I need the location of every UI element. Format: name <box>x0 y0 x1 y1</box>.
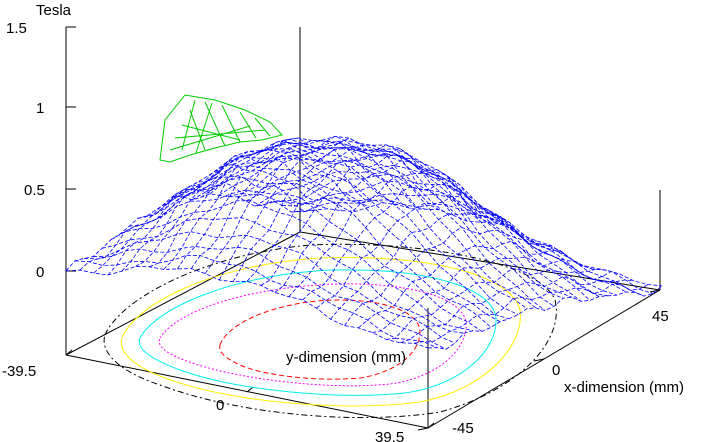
mesh-line <box>79 182 314 271</box>
mesh-line <box>107 164 343 276</box>
x-tick-label: 45 <box>652 308 669 325</box>
mesh-line <box>101 217 465 334</box>
mesh-line <box>427 285 663 350</box>
mesh-line <box>260 154 496 286</box>
mesh-line <box>358 240 593 329</box>
mesh-line <box>245 153 609 297</box>
contour-red <box>219 299 421 380</box>
contour-yellow <box>120 257 521 407</box>
back-left-base <box>65 231 301 356</box>
mesh-line <box>65 265 429 349</box>
mesh-line <box>236 147 600 297</box>
mesh-line <box>218 139 582 302</box>
x-axis-label: x-dimension (mm) <box>564 379 684 396</box>
x-tick-label: -45 <box>452 420 474 437</box>
mesh-line <box>137 165 501 322</box>
mesh-line <box>200 137 564 299</box>
contour-black <box>103 243 557 419</box>
mesh-line <box>83 245 447 350</box>
mesh-line <box>232 144 468 282</box>
y-tick-label: 39.5 <box>375 429 404 442</box>
mesh-front <box>65 135 663 350</box>
mesh-line <box>209 135 573 298</box>
plot-box <box>65 27 661 429</box>
y-tick <box>427 422 435 429</box>
mesh-line <box>263 173 627 293</box>
x-tick-label: 0 <box>552 362 560 379</box>
mesh-line <box>191 138 555 307</box>
mesh-line <box>372 256 607 333</box>
mesh-line <box>272 180 636 293</box>
mesh-line <box>316 195 551 309</box>
z-tick-label: 1.5 <box>6 20 27 37</box>
z-tick-label: 0.5 <box>24 182 45 199</box>
z-tick-label: 1 <box>36 100 44 117</box>
mesh-line <box>204 137 440 274</box>
mesh-back <box>159 94 283 163</box>
contour-magenta <box>158 283 467 387</box>
mesh-line <box>163 137 398 270</box>
mesh-line <box>400 276 635 344</box>
contours <box>103 243 557 419</box>
y-tick <box>246 386 254 393</box>
z-axis-label: Tesla <box>36 2 72 19</box>
y-tick <box>65 349 73 356</box>
mesh-line <box>74 254 438 348</box>
x-tick <box>533 358 545 362</box>
mesh-line <box>218 144 454 281</box>
mesh-line <box>246 148 482 282</box>
mesh-line <box>173 141 537 309</box>
mesh-line <box>414 283 649 344</box>
mesh-line <box>182 142 546 311</box>
mesh-line <box>121 156 356 272</box>
mesh-line <box>128 176 492 328</box>
mesh-line <box>254 164 618 296</box>
mesh-line <box>110 200 474 332</box>
mesh-line <box>299 202 663 287</box>
y-axis-label: y-dimension (mm) <box>286 349 406 366</box>
y-tick-label: 0 <box>216 397 224 414</box>
mesh-line <box>302 184 537 301</box>
mesh-line <box>93 175 328 274</box>
mesh-back-grid <box>169 99 271 154</box>
mesh-line <box>177 139 412 270</box>
mesh-line <box>290 199 654 294</box>
x-tick <box>417 427 429 431</box>
mesh-back-outline <box>159 94 283 163</box>
mesh-line <box>281 193 645 297</box>
mesh-line <box>227 142 591 301</box>
y-tick-label: -39.5 <box>2 363 36 380</box>
mesh-line <box>149 139 384 268</box>
mesh-line <box>65 193 301 272</box>
contour-cyan <box>138 269 497 396</box>
x-tick <box>649 289 661 293</box>
z-ticks <box>65 26 661 431</box>
mesh-line <box>344 226 579 326</box>
mesh-line <box>119 189 483 332</box>
mesh-line <box>386 267 621 340</box>
z-tick-label: 0 <box>36 264 44 281</box>
